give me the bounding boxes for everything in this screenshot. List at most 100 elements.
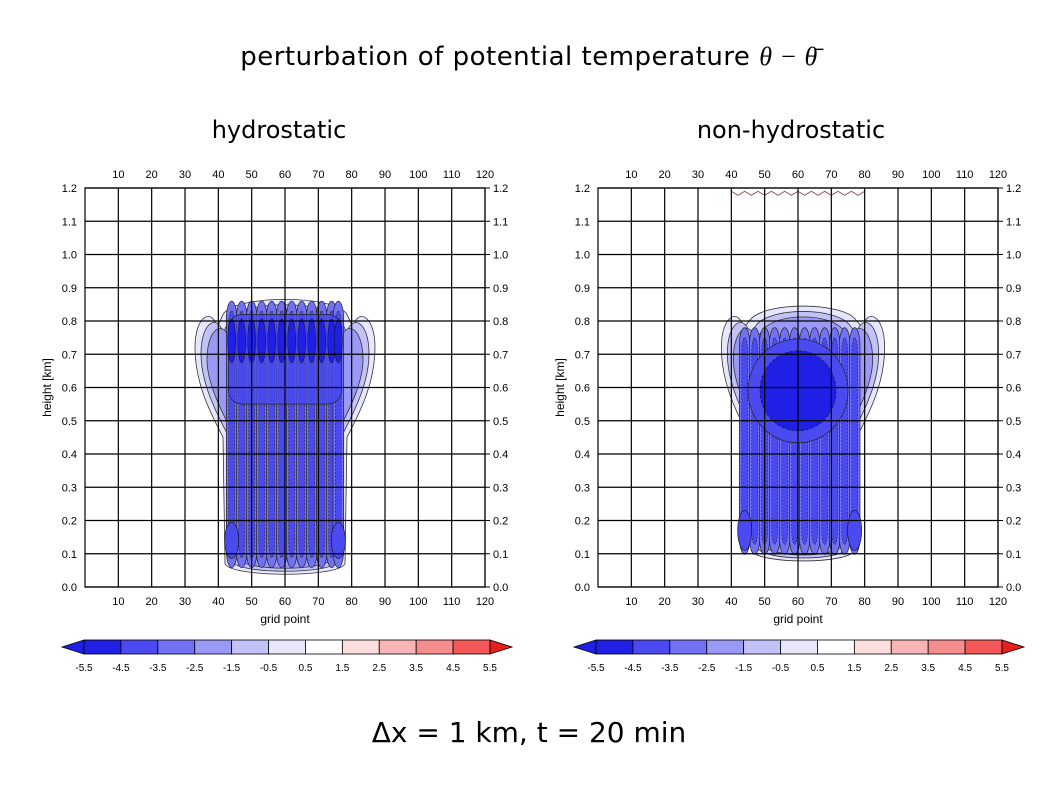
y-tick-label-right: 0.2 <box>1006 516 1021 528</box>
y-tick-label-right: 0.6 <box>493 383 508 395</box>
y-tick-label-right: 0.2 <box>493 516 508 528</box>
x-tick-label-top: 10 <box>625 169 637 181</box>
main-title-math: θ − θ̄ <box>759 42 818 71</box>
y-tick-label-right: 0.1 <box>1006 549 1021 561</box>
x-tick-label-bottom: 60 <box>279 596 291 608</box>
colorbar-tick-label: 5.5 <box>483 663 497 674</box>
x-tick-label-bottom: 40 <box>725 596 737 608</box>
colorbar-arrow-left <box>60 639 85 655</box>
panel-title-non-hydrostatic: non-hydrostatic <box>696 116 886 144</box>
band-cell <box>267 318 276 364</box>
x-tick-label-top: 30 <box>179 169 191 181</box>
bottom-blob <box>224 522 239 559</box>
x-axis-label: grid point <box>773 612 823 626</box>
colorbar-tick-label: -4.5 <box>112 663 130 674</box>
x-tick-label-bottom: 60 <box>792 596 804 608</box>
main-title-text: perturbation of potential temperature <box>240 42 751 72</box>
bottom-blob <box>737 510 752 551</box>
colorbar-tick-label: -1.5 <box>223 663 241 674</box>
y-tick-label-left: 0.8 <box>62 316 77 328</box>
y-tick-label-left: 0.3 <box>62 482 77 494</box>
y-tick-label-right: 0.3 <box>493 482 508 494</box>
y-tick-label-left: 0.5 <box>575 416 590 428</box>
colorbar-swatch <box>305 639 343 655</box>
colorbar-tick-label: 5.5 <box>995 663 1009 674</box>
colorbar-tick-label: -4.5 <box>624 663 642 674</box>
colorbar-arrow-right <box>1001 639 1026 655</box>
y-tick-label-left: 0.9 <box>575 283 590 295</box>
y-tick-label-left: 0.1 <box>62 549 77 561</box>
x-tick-label-top: 50 <box>759 169 771 181</box>
x-tick-label-top: 80 <box>346 169 358 181</box>
colorbar-swatch <box>595 639 634 655</box>
x-tick-label-top: 20 <box>146 169 158 181</box>
colorbar-tick-label: -0.5 <box>772 663 790 674</box>
x-tick-label-top: 20 <box>659 169 671 181</box>
band-cell <box>297 318 306 364</box>
colorbar-tick-label: -1.5 <box>735 663 753 674</box>
colorbar-swatch <box>890 639 929 655</box>
band-cell <box>227 318 236 364</box>
colorbar-swatch <box>927 639 966 655</box>
y-tick-label-left: 1.2 <box>62 183 77 195</box>
y-tick-label-left: 1.2 <box>575 183 590 195</box>
y-tick-label-left: 0.2 <box>62 516 77 528</box>
x-tick-label-bottom: 50 <box>759 596 771 608</box>
colorbar-swatch <box>669 639 708 655</box>
x-tick-label-top: 10 <box>112 169 124 181</box>
x-tick-label-bottom: 30 <box>692 596 704 608</box>
y-tick-label-right: 0.5 <box>493 416 508 428</box>
y-tick-label-right: 0.8 <box>1006 316 1021 328</box>
colorbar-swatch <box>157 639 196 655</box>
colorbar-tick-label: 0.5 <box>299 663 313 674</box>
y-tick-label-left: 0.7 <box>575 349 590 361</box>
x-axis-label: grid point <box>260 612 310 626</box>
colorbar-tick-label: -5.5 <box>75 663 93 674</box>
contour-field <box>720 190 886 562</box>
x-tick-label-bottom: 20 <box>146 596 158 608</box>
colorbar-swatch <box>231 639 269 655</box>
colorbar-swatch <box>120 639 159 655</box>
band-cell <box>257 318 266 364</box>
x-tick-label-top: 40 <box>725 169 737 181</box>
x-tick-label-top: 60 <box>279 169 291 181</box>
band-cell <box>237 318 246 364</box>
colorbar-tick-label: 1.5 <box>847 663 861 674</box>
y-tick-label-left: 0.6 <box>575 383 590 395</box>
y-tick-label-right: 1.1 <box>1006 216 1021 228</box>
bottom-blob <box>331 522 346 559</box>
colorbar-swatch <box>853 639 892 655</box>
y-tick-label-left: 0.4 <box>62 449 77 461</box>
y-tick-label-left: 0.3 <box>575 482 590 494</box>
x-tick-label-bottom: 100 <box>409 596 427 608</box>
x-tick-label-bottom: 120 <box>989 596 1007 608</box>
colorbar-swatch <box>415 639 454 655</box>
y-tick-label-right: 0.3 <box>1006 482 1021 494</box>
x-tick-label-top: 70 <box>825 169 837 181</box>
x-tick-label-bottom: 80 <box>346 596 358 608</box>
y-tick-label-right: 0.7 <box>1006 349 1021 361</box>
colorbar-swatch <box>341 639 380 655</box>
band-cell <box>334 318 343 364</box>
y-tick-label-left: 0.0 <box>575 582 590 594</box>
colorbar-swatch <box>83 639 122 655</box>
x-tick-label-bottom: 90 <box>892 596 904 608</box>
y-tick-label-right: 0.0 <box>493 582 508 594</box>
x-tick-label-bottom: 70 <box>312 596 324 608</box>
x-tick-label-bottom: 30 <box>179 596 191 608</box>
chart-panel-0: 10 10 20 20 30 30 40 40 50 50 60 60 70 70 80 80 90 90 100 1… <box>40 169 514 674</box>
colorbar-tick-label: 4.5 <box>958 663 972 674</box>
x-tick-label-top: 110 <box>443 169 461 181</box>
x-tick-label-top: 100 <box>409 169 427 181</box>
x-tick-label-bottom: 10 <box>625 596 637 608</box>
bottom-blob <box>847 510 862 551</box>
y-tick-label-right: 0.0 <box>1006 582 1021 594</box>
y-tick-label-left: 0.2 <box>575 516 590 528</box>
main-title: perturbation of potential temperature θ … <box>0 42 1058 72</box>
x-tick-label-top: 120 <box>476 169 494 181</box>
band-cell <box>287 318 296 364</box>
panel-title-hydrostatic: hydrostatic <box>211 116 347 144</box>
colorbar-tick-label: -3.5 <box>149 663 167 674</box>
colorbar-tick-label: -0.5 <box>260 663 278 674</box>
